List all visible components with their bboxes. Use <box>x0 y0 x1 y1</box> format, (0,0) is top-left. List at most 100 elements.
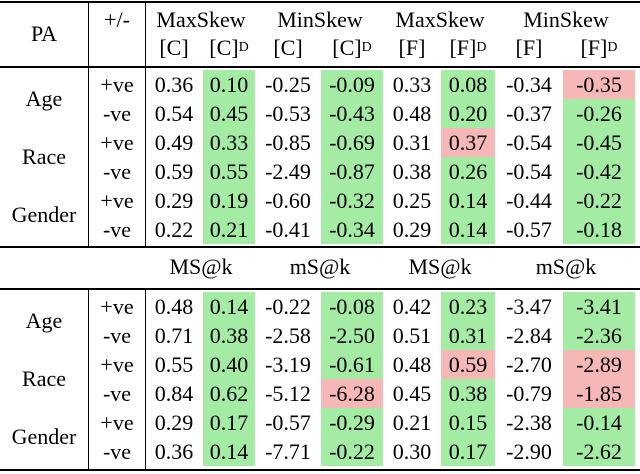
value-cell: 0.42 <box>392 293 432 319</box>
value-cell: -0.60 <box>265 187 311 213</box>
value-cell: 0.14 <box>209 438 249 464</box>
value-cell: 0.25 <box>392 187 432 213</box>
value-cell: 0.31 <box>392 129 432 155</box>
rule <box>0 1 640 3</box>
subscript: D <box>238 40 249 55</box>
value-cell: 0.26 <box>448 158 488 184</box>
pa-label: Gender <box>11 202 77 227</box>
value-cell: -0.79 <box>506 380 552 406</box>
sign-cell: -ve <box>102 380 132 406</box>
pa-label: Race <box>22 366 66 391</box>
column-rule <box>88 66 90 246</box>
value-cell: -0.22 <box>576 187 622 213</box>
highlight-green <box>563 321 635 350</box>
value-cell: 0.20 <box>448 100 488 126</box>
value-cell: -0.61 <box>329 351 375 377</box>
value-cell: 0.55 <box>154 351 194 377</box>
value-cell: -0.53 <box>265 100 311 126</box>
value-cell: -2.49 <box>265 158 311 184</box>
value-cell: -5.12 <box>265 380 311 406</box>
sign-cell: -ve <box>102 158 132 184</box>
value-cell: -0.34 <box>506 71 552 97</box>
value-cell: -0.29 <box>329 409 375 435</box>
column-rule <box>88 288 90 469</box>
subheader-text: [C] <box>332 35 362 60</box>
value-cell: -0.41 <box>265 216 311 242</box>
subheader-text: [C] <box>273 35 303 60</box>
rule <box>0 469 640 471</box>
value-cell: 0.84 <box>154 380 194 406</box>
subheader-text: [F] <box>580 35 608 60</box>
value-cell: -3.19 <box>265 351 311 377</box>
highlight-green <box>441 157 495 186</box>
highlight-green <box>321 215 383 244</box>
value-cell: 0.30 <box>392 438 432 464</box>
sign-cell: +ve <box>100 129 134 155</box>
value-cell: -2.90 <box>506 438 552 464</box>
sign-cell: +ve <box>100 351 134 377</box>
subheader-text: [C] <box>159 35 189 60</box>
value-cell: 0.29 <box>392 216 432 242</box>
highlight-green <box>203 186 255 215</box>
highlight-green <box>203 321 255 350</box>
column-rule <box>145 66 147 246</box>
value-cell: 0.62 <box>209 380 249 406</box>
value-cell: -0.57 <box>265 409 311 435</box>
value-cell: 0.40 <box>209 351 249 377</box>
value-cell: 0.17 <box>448 438 488 464</box>
value-cell: -0.69 <box>329 129 375 155</box>
value-cell: -0.34 <box>329 216 375 242</box>
metric-header: mS@k <box>535 254 597 279</box>
value-cell: 0.15 <box>448 409 488 435</box>
value-cell: -0.14 <box>576 409 622 435</box>
highlight-red <box>321 379 383 408</box>
value-cell: -0.37 <box>506 100 552 126</box>
highlight-green <box>441 186 495 215</box>
subheader-text: [C] <box>209 35 239 60</box>
sign-cell: +ve <box>100 409 134 435</box>
highlight-green <box>203 408 255 437</box>
rule <box>0 288 640 290</box>
highlight-green <box>203 70 255 99</box>
value-cell: -3.47 <box>506 293 552 319</box>
value-cell: 0.17 <box>209 409 249 435</box>
highlight-green <box>563 215 635 244</box>
value-cell: 0.45 <box>209 100 249 126</box>
value-cell: 0.29 <box>154 409 194 435</box>
pa-label: Age <box>25 86 63 111</box>
value-cell: -0.57 <box>506 216 552 242</box>
sign-cell: -ve <box>102 322 132 348</box>
highlight-green <box>563 128 635 157</box>
value-cell: -0.22 <box>265 293 311 319</box>
subheader-text: [F] <box>449 35 477 60</box>
highlight-green <box>441 379 495 408</box>
value-cell: -2.36 <box>576 322 622 348</box>
highlight-red <box>563 70 635 99</box>
value-cell: -1.85 <box>576 380 622 406</box>
value-cell: -0.32 <box>329 187 375 213</box>
highlight-green <box>321 128 383 157</box>
pa-label: Gender <box>11 424 77 449</box>
pa-label: Age <box>25 308 63 333</box>
subheader: [C] D <box>202 34 256 62</box>
value-cell: 0.36 <box>154 438 194 464</box>
highlight-green <box>441 437 495 466</box>
value-cell: -0.25 <box>265 71 311 97</box>
value-cell: 0.38 <box>448 380 488 406</box>
header-group: MinSkew <box>277 7 363 32</box>
value-cell: 0.10 <box>209 71 249 97</box>
value-cell: 0.48 <box>392 351 432 377</box>
value-cell: 0.55 <box>209 158 249 184</box>
value-cell: -2.58 <box>265 322 311 348</box>
highlight-green <box>203 157 255 186</box>
highlight-green <box>563 437 635 466</box>
value-cell: 0.14 <box>448 187 488 213</box>
highlight-green <box>321 292 383 321</box>
value-cell: -0.85 <box>265 129 311 155</box>
highlight-green <box>563 408 635 437</box>
pa-label: Race <box>22 144 66 169</box>
sign-cell: +ve <box>100 187 134 213</box>
value-cell: 0.31 <box>448 322 488 348</box>
value-cell: -2.38 <box>506 409 552 435</box>
value-cell: -2.70 <box>506 351 552 377</box>
